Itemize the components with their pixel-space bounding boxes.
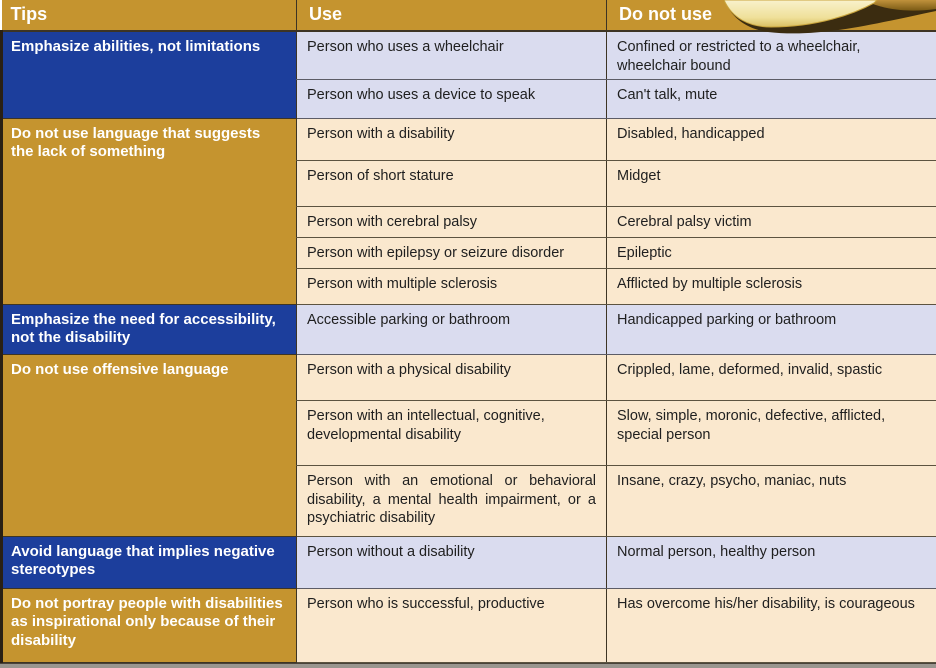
table-row: Do not portray people with disabilities … bbox=[0, 588, 936, 664]
use-cell: Person who uses a wheelchair bbox=[296, 31, 607, 81]
avoid-cell: Disabled, handicapped bbox=[606, 118, 936, 162]
table-row: Person with cerebral palsy Cerebral pals… bbox=[2, 206, 936, 239]
table-row: Person with an emotional or behavioral d… bbox=[2, 465, 936, 538]
avoid-cell: Normal person, healthy person bbox=[606, 536, 936, 590]
use-cell: Person without a disability bbox=[296, 536, 607, 590]
table-row: Do not use offensive language Person wit… bbox=[0, 354, 936, 538]
table-row: Avoid language that implies negative ste… bbox=[0, 536, 936, 590]
table-row: Person of short stature Midget bbox=[2, 160, 936, 208]
column-header-use: Use bbox=[296, 0, 607, 32]
use-cell: Person with an emotional or behavioral d… bbox=[296, 465, 607, 538]
table-row: Person with an intellectual, cognitive, … bbox=[2, 400, 936, 467]
column-header-tips: Tips bbox=[1, 0, 297, 32]
avoid-cell: Cerebral palsy victim bbox=[606, 206, 936, 239]
use-cell: Person of short stature bbox=[296, 160, 607, 208]
tip-cell: Do not portray people with disabilities … bbox=[0, 588, 297, 664]
avoid-cell: Insane, crazy, psycho, maniac, nuts bbox=[606, 465, 936, 538]
use-cell: Person with multiple sclerosis bbox=[296, 268, 607, 306]
use-cell: Person who uses a device to speak bbox=[296, 79, 607, 120]
avoid-cell: Crippled, lame, deformed, invalid, spast… bbox=[606, 354, 936, 402]
column-header-do-not-use: Do not use bbox=[606, 0, 936, 32]
tip-cell: Emphasize the need for accessibility, no… bbox=[0, 304, 297, 356]
table-row: Emphasize abilities, not limitations Per… bbox=[0, 31, 936, 120]
avoid-cell: Has overcome his/her disability, is cour… bbox=[606, 588, 936, 664]
header-row: Tips Use Do not use bbox=[1, 0, 936, 32]
avoid-cell: Afflicted by multiple sclerosis bbox=[606, 268, 936, 306]
table-row: Emphasize the need for accessibility, no… bbox=[0, 304, 936, 356]
tip-cell: Do not use offensive language bbox=[0, 354, 297, 538]
tip-cell: Emphasize abilities, not limitations bbox=[0, 31, 297, 120]
avoid-cell: Slow, simple, moronic, defective, afflic… bbox=[606, 400, 936, 467]
use-cell: Person with an intellectual, cognitive, … bbox=[296, 400, 607, 467]
tip-cell: Avoid language that implies negative ste… bbox=[0, 536, 297, 590]
avoid-cell: Confined or restricted to a wheelchair, … bbox=[606, 31, 936, 81]
table-row: Person with multiple sclerosis Afflicted… bbox=[2, 268, 936, 306]
avoid-cell: Epileptic bbox=[606, 237, 936, 270]
avoid-cell: Can't talk, mute bbox=[606, 79, 936, 120]
avoid-cell: Handicapped parking or bathroom bbox=[606, 304, 936, 356]
use-cell: Person with a physical disability bbox=[296, 354, 607, 402]
table-row: Person with epilepsy or seizure disorder… bbox=[2, 237, 936, 270]
use-cell: Accessible parking or bathroom bbox=[296, 304, 607, 356]
use-cell: Person with epilepsy or seizure disorder bbox=[296, 237, 607, 270]
table-row: Person who uses a device to speak Can't … bbox=[2, 79, 936, 120]
use-cell: Person with a disability bbox=[296, 118, 607, 162]
use-cell: Person who is successful, productive bbox=[296, 588, 607, 664]
avoid-cell: Midget bbox=[606, 160, 936, 208]
bottom-shadow-bar bbox=[0, 663, 936, 668]
tip-cell: Do not use language that suggests the la… bbox=[0, 118, 297, 306]
use-cell: Person with cerebral palsy bbox=[296, 206, 607, 239]
table-row: Do not use language that suggests the la… bbox=[0, 118, 936, 306]
